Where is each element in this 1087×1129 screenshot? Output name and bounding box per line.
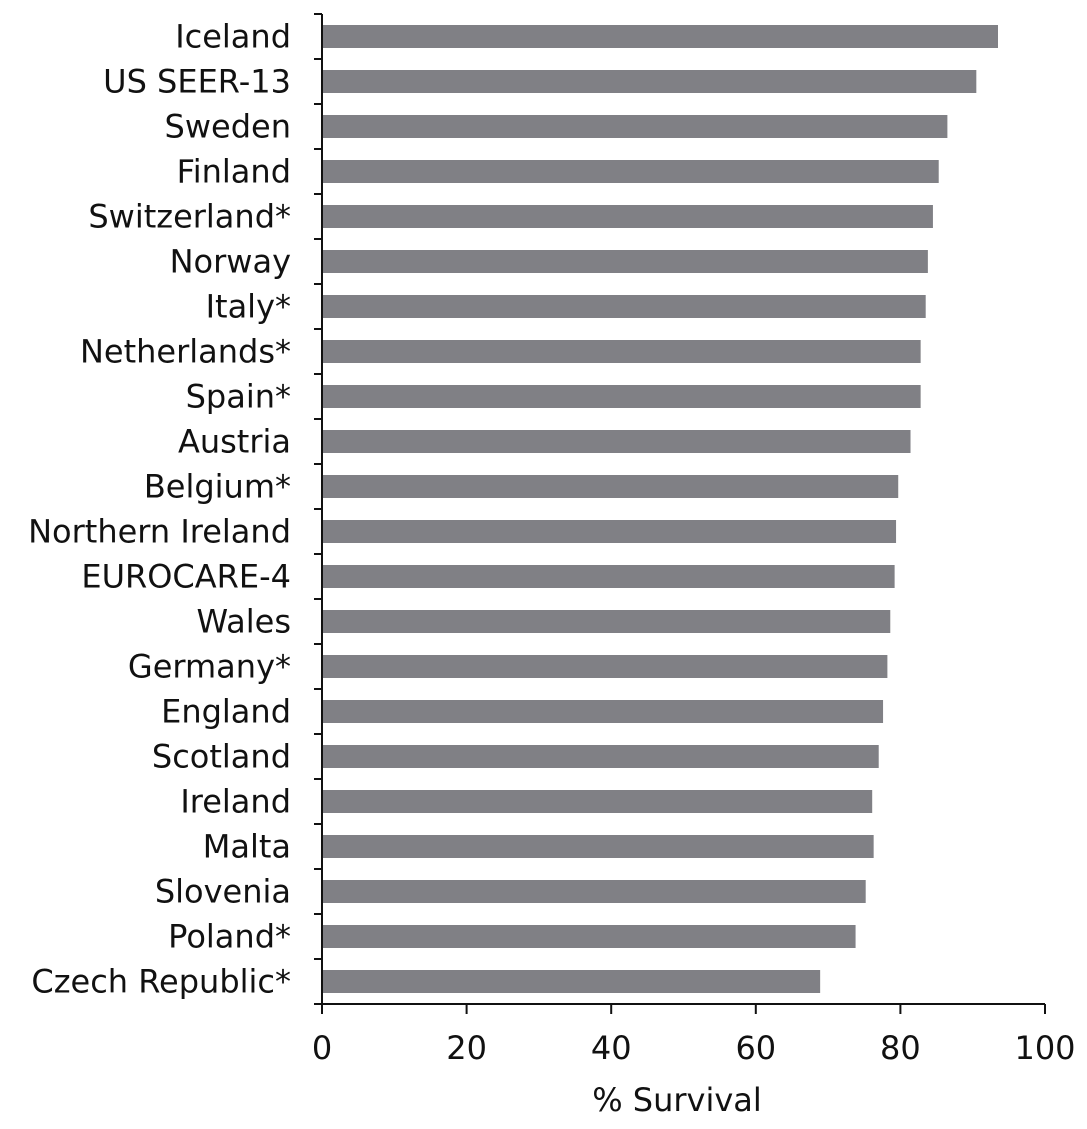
category-label: Poland* [168, 918, 291, 956]
category-label: Italy* [206, 288, 291, 326]
category-label: Austria [178, 423, 291, 461]
category-label: England [161, 693, 291, 731]
category-label: Czech Republic* [31, 963, 291, 1001]
bar [322, 700, 884, 723]
category-label: Finland [177, 153, 291, 191]
bar [322, 790, 873, 813]
bar [322, 655, 888, 678]
bar [322, 250, 928, 273]
x-tick-label: 20 [446, 1029, 487, 1067]
category-label: Belgium* [144, 468, 291, 506]
bar [322, 295, 926, 318]
axes-layer: Iceland US SEER-13 Sweden Finland Switzerlan… [28, 13, 1076, 1067]
x-tick-label: 40 [591, 1029, 632, 1067]
x-tick-label: 100 [1014, 1029, 1075, 1067]
bar [322, 565, 895, 588]
x-tick-label: 60 [735, 1029, 776, 1067]
bar [322, 160, 939, 183]
category-label: Norway [170, 243, 291, 281]
bar [322, 970, 821, 993]
x-tick-label: 80 [880, 1029, 921, 1067]
category-label: Germany* [128, 648, 291, 686]
bar [322, 880, 866, 903]
category-label: Ireland [180, 783, 291, 821]
category-label: Northern Ireland [28, 513, 291, 551]
bar [322, 205, 933, 228]
bar [322, 835, 874, 858]
bar [322, 745, 879, 768]
bar [322, 610, 891, 633]
x-tick-label: 0 [312, 1029, 332, 1067]
category-label: Iceland [175, 18, 291, 56]
bar [322, 520, 897, 543]
bar [322, 25, 998, 48]
bar [322, 115, 948, 138]
category-label: Wales [197, 603, 291, 641]
category-label: Scotland [152, 738, 291, 776]
bars-layer [322, 25, 998, 993]
bar [322, 925, 856, 948]
x-axis-title: % Survival [592, 1081, 762, 1119]
bar [322, 70, 977, 93]
category-label: US SEER-13 [103, 63, 291, 101]
category-label: Spain* [186, 378, 291, 416]
bar [322, 430, 911, 453]
category-label: EUROCARE-4 [81, 558, 291, 596]
category-label: Sweden [165, 108, 291, 146]
category-label: Slovenia [155, 873, 291, 911]
bar [322, 385, 921, 408]
bar [322, 475, 899, 498]
category-label: Netherlands* [80, 333, 291, 371]
bar [322, 340, 921, 363]
category-label: Switzerland* [88, 198, 291, 236]
category-label: Malta [203, 828, 291, 866]
